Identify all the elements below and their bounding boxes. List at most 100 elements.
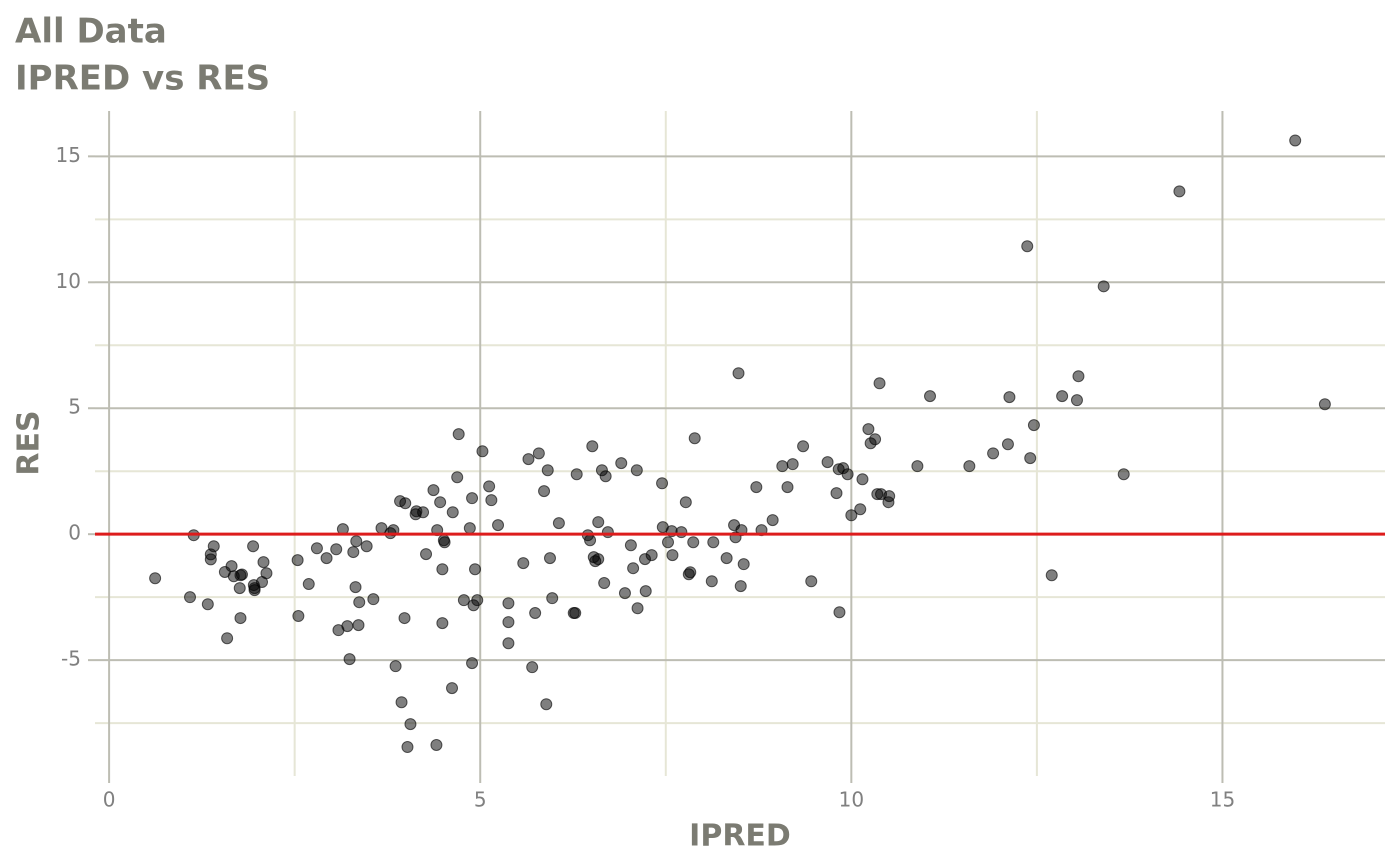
- point: [235, 568, 248, 581]
- point: [750, 481, 763, 494]
- point: [526, 661, 539, 674]
- point: [1021, 240, 1034, 253]
- point: [1027, 419, 1040, 432]
- point: [350, 535, 363, 548]
- point: [1318, 398, 1331, 411]
- point: [720, 552, 733, 565]
- point: [367, 593, 380, 606]
- point: [463, 522, 476, 535]
- point: [233, 582, 246, 595]
- point: [257, 556, 270, 569]
- point: [615, 457, 628, 470]
- point: [502, 616, 515, 629]
- point: [1117, 468, 1130, 481]
- point: [639, 585, 652, 598]
- point: [737, 558, 750, 571]
- point: [436, 563, 449, 576]
- point: [540, 698, 553, 711]
- y-tick-label: 15: [56, 143, 81, 167]
- point: [797, 440, 810, 453]
- point: [707, 536, 720, 549]
- point: [734, 580, 747, 593]
- point: [341, 620, 354, 633]
- point: [830, 487, 843, 500]
- point: [502, 597, 515, 610]
- point: [401, 741, 414, 754]
- point: [302, 578, 315, 591]
- point: [766, 514, 779, 527]
- chart-title: All Data: [15, 12, 167, 52]
- point: [149, 572, 162, 585]
- point: [845, 509, 858, 522]
- point: [469, 563, 482, 576]
- point: [466, 657, 479, 670]
- point: [987, 447, 1000, 460]
- y-tick-label: 5: [68, 395, 81, 419]
- point: [446, 682, 459, 695]
- point: [1045, 569, 1058, 582]
- point: [457, 594, 470, 607]
- point: [688, 432, 701, 445]
- point: [627, 562, 640, 575]
- point: [483, 480, 496, 493]
- point: [502, 637, 515, 650]
- point: [446, 506, 459, 519]
- point: [420, 548, 433, 561]
- point: [805, 575, 818, 588]
- point: [569, 607, 582, 620]
- point: [618, 587, 631, 600]
- point: [466, 492, 479, 505]
- chart-subtitle: IPRED vs RES: [15, 59, 270, 99]
- point: [404, 718, 417, 731]
- point: [485, 494, 498, 507]
- point: [1003, 391, 1016, 404]
- point: [532, 447, 545, 460]
- point: [234, 612, 247, 625]
- point: [630, 464, 643, 477]
- point: [841, 468, 854, 481]
- y-tick-label: 0: [68, 521, 81, 545]
- y-tick-label: 10: [56, 269, 81, 293]
- point: [517, 557, 530, 570]
- point: [427, 484, 440, 497]
- point: [451, 471, 464, 484]
- point: [436, 617, 449, 630]
- point: [452, 428, 465, 441]
- point: [225, 560, 238, 573]
- point: [1072, 370, 1085, 383]
- point: [705, 575, 718, 588]
- point: [862, 423, 875, 436]
- point: [584, 534, 597, 547]
- point: [438, 536, 451, 549]
- point: [207, 540, 220, 553]
- point: [631, 602, 644, 615]
- point: [776, 460, 789, 473]
- point: [1024, 452, 1037, 465]
- x-tick-label: 5: [474, 788, 487, 812]
- point: [873, 377, 886, 390]
- y-tick-label: -5: [61, 647, 81, 671]
- x-axis-label: IPRED: [689, 819, 791, 854]
- point: [292, 610, 305, 623]
- x-tick-label: 15: [1210, 788, 1235, 812]
- point: [666, 549, 679, 562]
- point: [883, 490, 896, 503]
- point: [398, 612, 411, 625]
- x-tick-label: 0: [103, 788, 116, 812]
- point: [476, 445, 489, 458]
- point: [645, 549, 658, 562]
- point: [522, 453, 535, 466]
- point: [399, 497, 412, 510]
- point: [1056, 390, 1069, 403]
- point: [538, 485, 551, 498]
- point: [543, 552, 556, 565]
- point: [1070, 394, 1083, 407]
- point: [347, 546, 360, 559]
- point: [353, 596, 366, 609]
- point: [546, 592, 559, 605]
- point: [349, 581, 362, 594]
- point: [291, 554, 304, 567]
- point: [675, 526, 688, 539]
- point: [434, 496, 447, 509]
- point: [352, 619, 365, 632]
